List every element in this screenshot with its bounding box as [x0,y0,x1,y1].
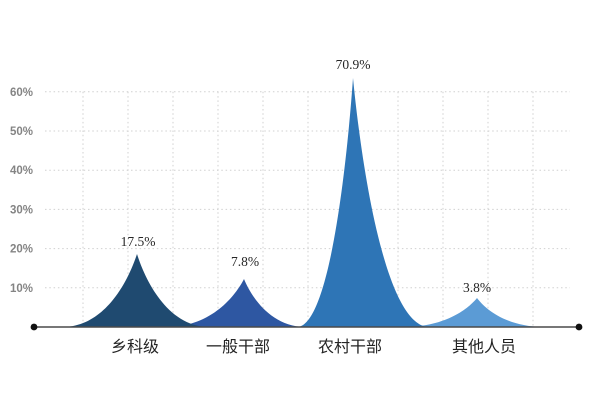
y-tick-label: 30% [10,204,33,216]
y-tick-label: 50% [10,126,33,138]
category-label-4: 其他人员 [452,337,516,356]
category-label-3: 农村干部 [318,337,382,356]
x-axis-baseline [30,323,583,331]
value-label-4: 3.8% [463,280,491,295]
category-label-2: 一般干部 [206,337,270,356]
value-label-3: 70.9% [336,57,371,72]
y-tick-label: 40% [10,165,33,177]
value-label-1: 17.5% [121,234,156,249]
baseline-left-dot [30,323,38,331]
y-tick-label: 10% [10,283,33,295]
value-labels: 17.5% 7.8% 70.9% 3.8% [121,57,492,295]
category-label-1: 乡科级 [111,337,159,356]
baseline-right-dot [575,323,583,331]
value-label-2: 7.8% [231,254,259,269]
horizontal-gridlines [45,91,570,289]
peak-area-3 [298,78,428,327]
peak-area-4 [405,298,543,327]
peak-areas [64,78,543,327]
peak-area-1 [64,254,208,327]
y-tick-label: 20% [10,244,33,256]
category-labels: 乡科级 一般干部 农村干部 其他人员 [111,337,516,356]
y-tick-label: 60% [10,87,33,99]
peak-area-2 [168,279,305,327]
y-axis-tick-labels: 10% 20% 30% 40% 50% 60% [10,87,33,295]
